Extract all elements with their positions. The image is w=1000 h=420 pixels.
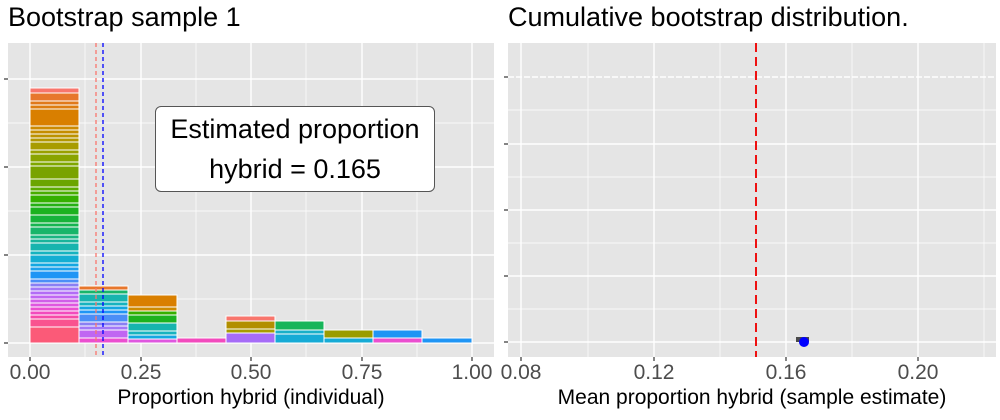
left-y-ticks (4, 78, 8, 344)
left-x-ticks (29, 357, 473, 361)
left-x-axis-label: Proportion hybrid (individual) (117, 386, 385, 409)
left-chart-title: Bootstrap sample 1 (8, 2, 241, 32)
left-xtick-1: 0.25 (120, 361, 162, 384)
annotation-line-2: hybrid = 0.165 (209, 154, 381, 184)
right-xtick-1: 0.12 (633, 361, 675, 384)
left-xtick-4: 1.00 (451, 361, 493, 384)
right-plot-area (508, 43, 996, 357)
right-xtick-0: 0.08 (500, 361, 542, 384)
histogram-bin-9 (421, 337, 473, 344)
histogram-bin-4 (176, 337, 227, 344)
histogram-bin-7 (323, 329, 374, 344)
right-y-ticks (504, 76, 508, 343)
right-grid (508, 43, 996, 357)
histogram-bin-2 (78, 285, 129, 344)
left-xtick-2: 0.50 (230, 361, 272, 384)
right-x-ticks (520, 357, 919, 361)
right-xtick-2: 0.16 (765, 361, 807, 384)
annotation-line-1: Estimated proportion (170, 114, 420, 144)
bootstrap-mean-point (799, 337, 809, 347)
right-xtick-3: 0.20 (897, 361, 939, 384)
histogram-bin-3 (127, 294, 178, 344)
histogram-bin-1 (29, 87, 80, 344)
left-xtick-3: 0.75 (341, 361, 383, 384)
right-chart-title: Cumulative bootstrap distribution. (508, 2, 909, 32)
histogram-bin-5 (225, 315, 276, 344)
histogram-bin-8 (372, 329, 423, 344)
histogram-bin-6 (274, 320, 325, 344)
left-xtick-0: 0.00 (9, 361, 51, 384)
right-x-axis-label: Mean proportion hybrid (sample estimate) (557, 386, 947, 409)
estimate-annotation-box: Estimated proportion hybrid = 0.165 (155, 106, 435, 192)
